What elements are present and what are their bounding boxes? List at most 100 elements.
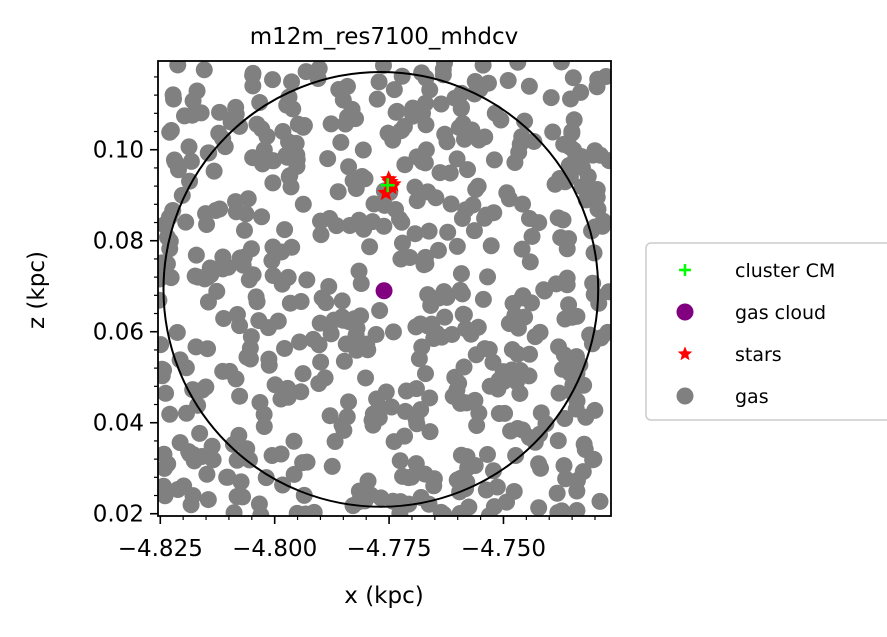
gas-point bbox=[522, 294, 540, 312]
gas-point bbox=[244, 64, 262, 82]
gas-point bbox=[280, 88, 298, 106]
gas-point bbox=[523, 227, 541, 245]
gas-point bbox=[158, 361, 173, 379]
gas-point bbox=[417, 255, 435, 273]
legend-label: cluster CM bbox=[735, 260, 835, 282]
gas-point bbox=[332, 133, 350, 151]
gas-point bbox=[502, 422, 520, 440]
gas-point bbox=[347, 326, 365, 344]
y-tick-label: 0.08 bbox=[93, 229, 144, 255]
gas-point bbox=[334, 91, 352, 109]
gas-point bbox=[285, 432, 303, 450]
plot-frame bbox=[157, 60, 612, 517]
gas-point bbox=[530, 214, 548, 232]
y-tick-label: 0.04 bbox=[93, 411, 144, 437]
gas-point bbox=[304, 330, 322, 348]
gas-point bbox=[294, 195, 312, 213]
gas-point bbox=[530, 499, 548, 516]
gas-point bbox=[333, 416, 351, 434]
cluster-CM-point bbox=[380, 178, 395, 193]
gas-point bbox=[237, 205, 255, 223]
gas-point bbox=[455, 358, 473, 376]
gas-points bbox=[158, 61, 611, 516]
gas-point bbox=[486, 104, 504, 122]
gas-point bbox=[568, 502, 586, 516]
gas-point bbox=[266, 376, 284, 394]
gas-point bbox=[241, 339, 259, 357]
gas-point bbox=[571, 356, 589, 374]
gas-point bbox=[272, 445, 290, 463]
gas-point bbox=[158, 254, 171, 272]
gas-point bbox=[509, 61, 527, 71]
gas-point bbox=[500, 190, 518, 208]
gas-point bbox=[187, 338, 205, 356]
gas-point bbox=[187, 246, 205, 264]
gas-point bbox=[506, 154, 524, 172]
gas-point bbox=[335, 352, 353, 370]
gas-point bbox=[484, 462, 502, 480]
gas-point bbox=[514, 195, 532, 213]
gas-point bbox=[384, 323, 402, 341]
gas-point bbox=[544, 123, 562, 141]
gas-point bbox=[357, 369, 375, 387]
gas-point bbox=[264, 71, 282, 89]
gas-point bbox=[449, 89, 467, 107]
gas-point bbox=[417, 141, 435, 159]
gas-point bbox=[244, 77, 262, 95]
gas-point bbox=[371, 302, 389, 320]
y-axis-label: z (kpc) bbox=[24, 251, 50, 329]
gas-point bbox=[465, 222, 483, 240]
gas-point bbox=[219, 258, 237, 276]
gas-point bbox=[452, 446, 470, 464]
gas-point bbox=[416, 154, 434, 172]
y-tick-label: 0.02 bbox=[93, 502, 144, 528]
gas-point bbox=[370, 409, 388, 427]
gas-point bbox=[408, 415, 426, 433]
gas-point bbox=[316, 369, 334, 387]
gas-point bbox=[391, 210, 409, 228]
gas-point bbox=[317, 294, 335, 312]
gas-point bbox=[185, 452, 203, 470]
gas-point bbox=[228, 451, 246, 469]
chart-title: m12m_res7100_mhdcv bbox=[250, 24, 519, 50]
gas-point bbox=[558, 240, 576, 258]
gas-point bbox=[526, 328, 544, 346]
gas-point bbox=[513, 128, 531, 146]
gas-point bbox=[591, 492, 609, 510]
gas-point bbox=[216, 138, 234, 156]
gas-point bbox=[298, 453, 316, 471]
gas-point bbox=[235, 221, 253, 239]
gas-point bbox=[425, 477, 443, 495]
gas-point bbox=[361, 238, 379, 256]
gas-point bbox=[542, 89, 560, 107]
gas-point bbox=[180, 138, 198, 156]
gas-point bbox=[554, 211, 572, 229]
gas-point bbox=[319, 150, 337, 168]
gas-point bbox=[560, 156, 578, 174]
gas-point bbox=[333, 308, 351, 326]
x-axis: −4.825 −4.800 −4.775 −4.750 bbox=[118, 516, 596, 562]
gas-point bbox=[201, 259, 219, 277]
gas-point bbox=[454, 305, 472, 323]
gas-point bbox=[162, 122, 180, 140]
gas-point bbox=[396, 427, 414, 445]
gas-point bbox=[323, 457, 341, 475]
gas-cloud-point bbox=[375, 282, 393, 300]
gas-point bbox=[435, 505, 453, 516]
gas-point bbox=[584, 146, 602, 164]
gas-point bbox=[476, 340, 494, 358]
gas-point bbox=[407, 455, 425, 473]
legend-marker-cluster-CM bbox=[679, 264, 691, 276]
gas-point bbox=[291, 333, 309, 351]
gas-point bbox=[288, 157, 306, 175]
gas-point bbox=[312, 353, 330, 371]
gas-point bbox=[396, 156, 414, 174]
gas-point bbox=[568, 471, 586, 489]
gas-point bbox=[421, 423, 439, 441]
gas-point bbox=[453, 393, 471, 411]
gas-point bbox=[404, 99, 422, 117]
gas-point bbox=[469, 177, 487, 195]
gas-point bbox=[252, 506, 270, 516]
gas-point bbox=[469, 318, 487, 336]
gas-point bbox=[255, 405, 273, 423]
